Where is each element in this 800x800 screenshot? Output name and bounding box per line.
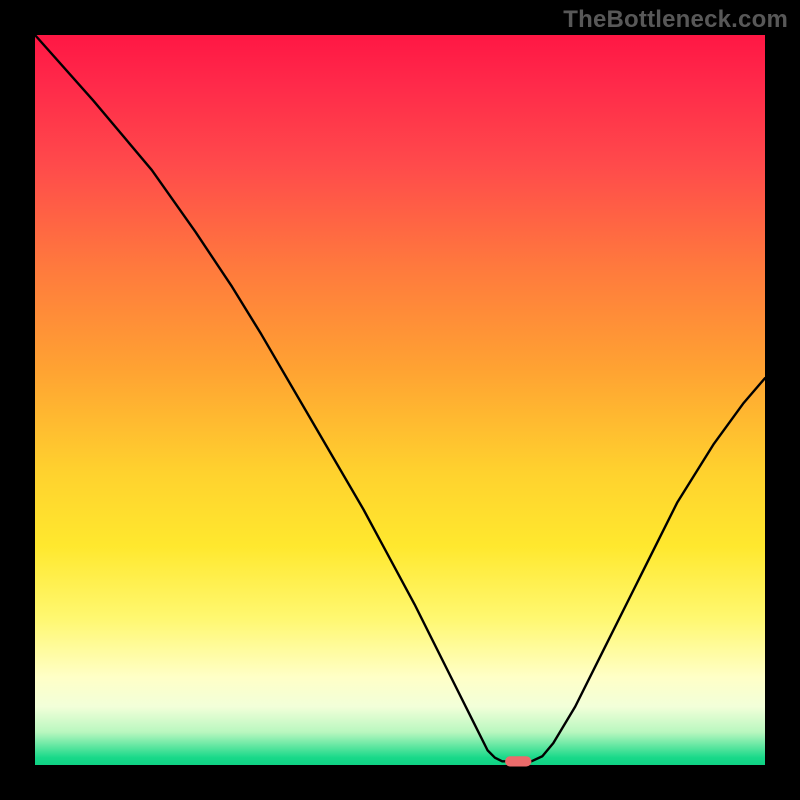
plot-background	[35, 35, 765, 765]
watermark-text: TheBottleneck.com	[563, 6, 788, 34]
optimal-marker	[505, 756, 531, 766]
bottleneck-chart	[0, 0, 800, 800]
chart-stage: TheBottleneck.com	[0, 0, 800, 800]
